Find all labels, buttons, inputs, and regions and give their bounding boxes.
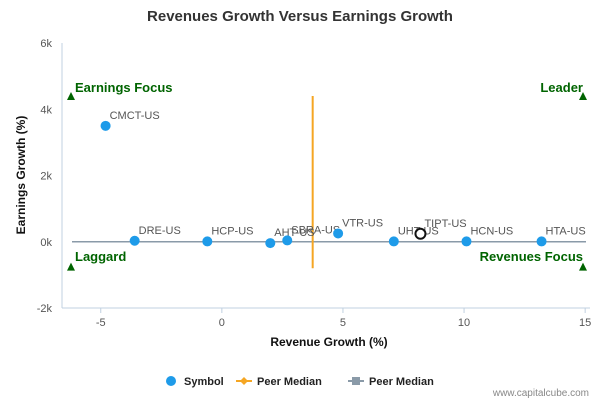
x-tick-label: 5: [340, 317, 346, 329]
quadrant-marker-bottom-right: [579, 262, 587, 271]
legend: Symbol Peer Median Peer Median: [166, 376, 434, 388]
legend-label: Symbol: [184, 376, 224, 388]
legend-square-marker: [352, 377, 360, 385]
data-point-label: DRE-US: [139, 225, 181, 237]
quadrant-label-laggard: Laggard: [75, 249, 126, 264]
data-point: [333, 228, 344, 239]
y-tick-label: 6k: [40, 38, 52, 50]
data-point-label: HCP-US: [211, 225, 253, 237]
data-point: [202, 236, 213, 247]
data-point-label: HTA-US: [546, 225, 586, 237]
data-point-label: AHT-US: [274, 227, 314, 239]
credit-text: www.capitalcube.com: [492, 388, 589, 399]
quadrant-label-earnings-focus: Earnings Focus: [75, 80, 173, 95]
legend-symbol-marker: [166, 376, 176, 386]
legend-label: Peer Median: [369, 376, 434, 388]
axes: -5 0 5 10 15 -2k 0k 2k 4k 6k: [37, 38, 592, 329]
data-point-label: SBRA-US: [291, 224, 340, 236]
quadrant-label-leader: Leader: [540, 80, 583, 95]
x-axis-title: Revenue Growth (%): [270, 335, 387, 349]
data-point: [536, 236, 547, 247]
data-point: [461, 236, 472, 247]
quadrant-marker-top-right: [579, 92, 587, 100]
legend-diamond-marker: [240, 377, 248, 385]
x-tick-label: 10: [458, 317, 470, 329]
quadrant-marker-top-left: [67, 92, 75, 100]
x-tick-label: 0: [219, 317, 225, 329]
y-tick-label: 0k: [40, 237, 52, 249]
quadrant-marker-bottom-left: [67, 262, 75, 271]
y-tick-label: 2k: [40, 171, 52, 183]
data-point: [129, 235, 140, 246]
highlight-point-label: TIPT-US: [424, 218, 466, 230]
y-tick-label: -2k: [37, 303, 53, 315]
data-point-label: HCN-US: [470, 225, 513, 237]
y-axis-title: Earnings Growth (%): [14, 116, 28, 235]
legend-label: Peer Median: [257, 376, 322, 388]
data-point: [282, 235, 293, 246]
data-point: [100, 120, 111, 131]
chart-title: Revenues Growth Versus Earnings Growth: [147, 8, 453, 25]
highlight-point: [414, 227, 427, 240]
quadrant-label-revenues-focus: Revenues Focus: [480, 249, 583, 264]
x-tick-label: -5: [96, 317, 106, 329]
peer-median-lines: [72, 96, 586, 269]
data-point-label: VTR-US: [342, 217, 383, 229]
y-tick-label: 4k: [40, 104, 52, 116]
data-point: [265, 238, 276, 249]
quadrant-labels: Earnings Focus Leader Laggard Revenues Focu…: [67, 80, 587, 271]
data-point: [388, 236, 399, 247]
data-point-label: CMCT-US: [110, 110, 160, 122]
data-points: CMCT-USDRE-USHCP-USAHT-USSBRA-USVTR-USUH…: [100, 110, 586, 249]
x-tick-label: 15: [579, 317, 591, 329]
